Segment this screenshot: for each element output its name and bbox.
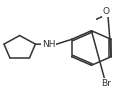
Text: O: O (102, 7, 110, 16)
Text: Br: Br (101, 79, 111, 88)
Text: NH: NH (42, 40, 56, 49)
